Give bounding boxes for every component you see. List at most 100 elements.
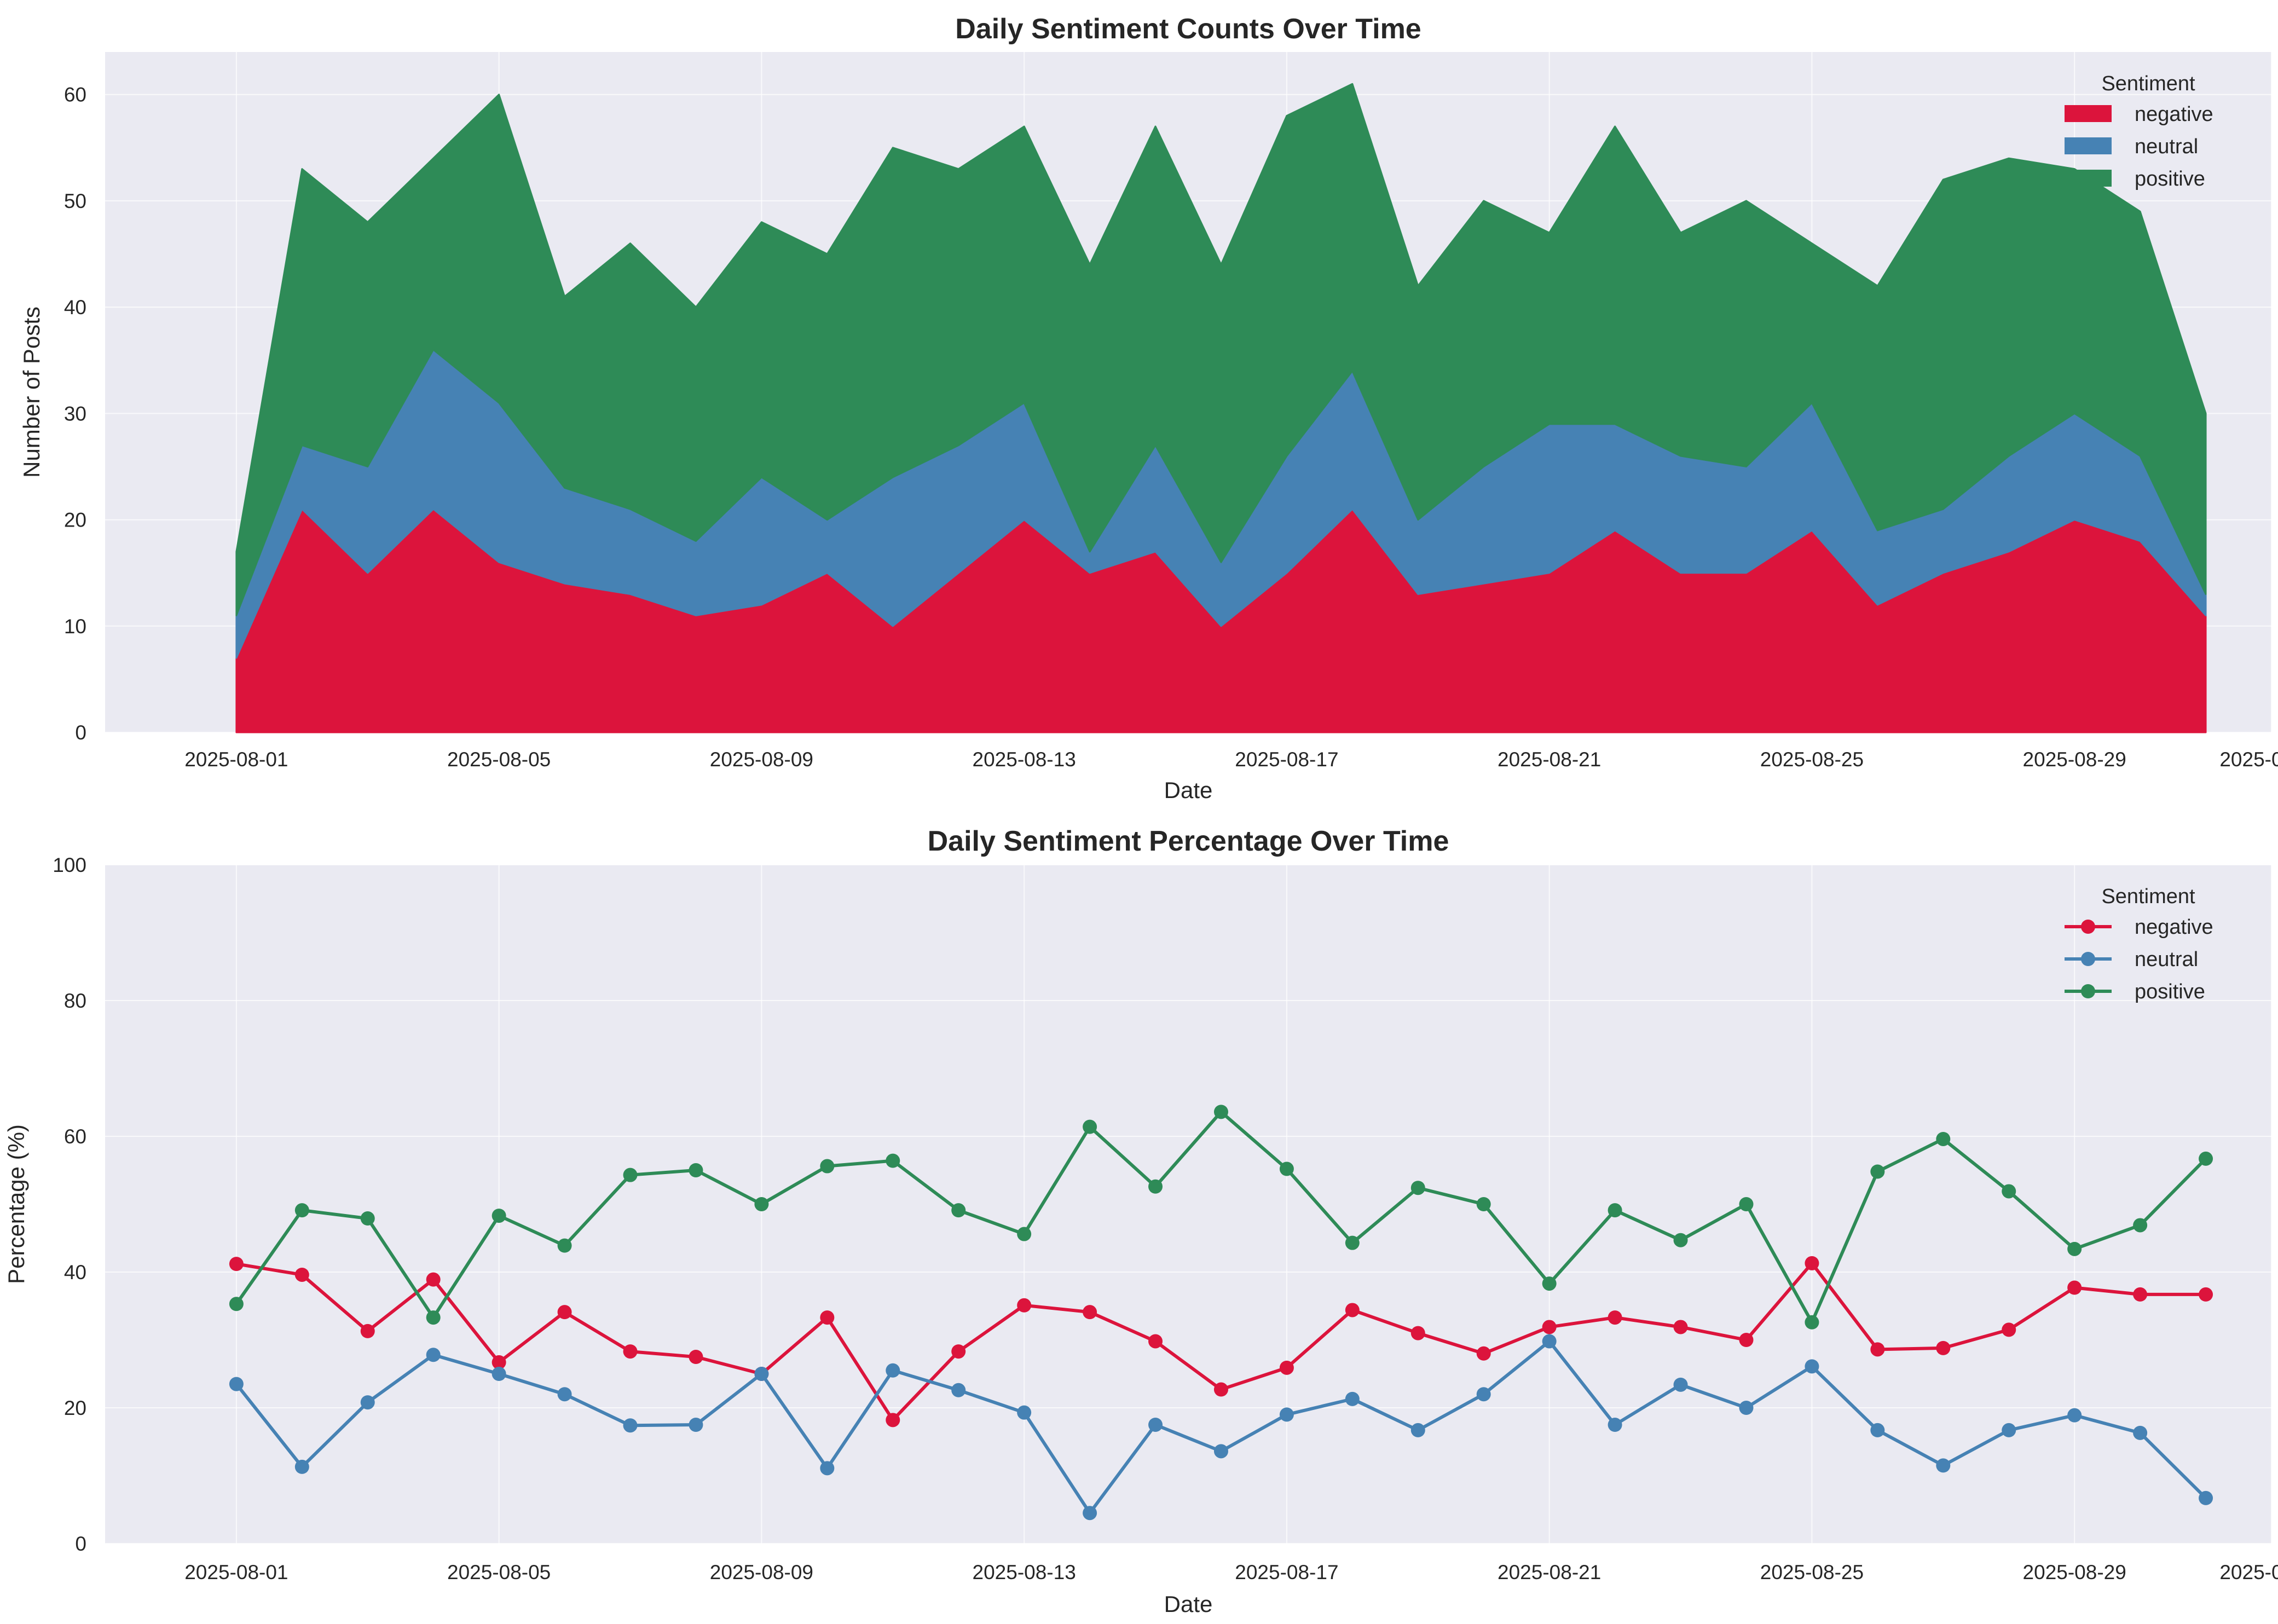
x-tick-label: 2025-08-25 (1760, 748, 1864, 771)
point-negative (492, 1355, 506, 1369)
point-negative (623, 1344, 638, 1359)
point-positive (820, 1159, 835, 1174)
legend-label-positive: positive (2135, 980, 2205, 1003)
point-neutral (229, 1377, 244, 1391)
point-neutral (951, 1383, 966, 1397)
point-neutral (623, 1418, 638, 1433)
x-axis-label: Date (1164, 1591, 1213, 1617)
x-tick-label: 2025-08-17 (1235, 748, 1338, 771)
point-positive (1148, 1179, 1163, 1194)
point-negative (1542, 1320, 1557, 1334)
point-negative (1476, 1346, 1491, 1361)
y-tick-label: 20 (64, 509, 86, 531)
point-positive (229, 1297, 244, 1311)
point-neutral (557, 1387, 572, 1402)
y-tick-label: 40 (64, 296, 86, 319)
legend: Sentiment negative neutral positive (2065, 72, 2213, 190)
point-neutral (1542, 1334, 1557, 1349)
y-tick-label: 10 (64, 615, 86, 638)
point-positive (886, 1153, 900, 1168)
point-negative (2067, 1280, 2082, 1295)
point-negative (360, 1324, 375, 1338)
point-neutral (492, 1367, 506, 1381)
y-tick-label: 20 (64, 1397, 86, 1419)
x-tick-label: 2025-08-21 (1498, 1561, 1601, 1583)
point-positive (426, 1310, 441, 1325)
y-tick-label: 80 (64, 990, 86, 1012)
legend-label-neutral: neutral (2135, 135, 2198, 158)
point-negative (2133, 1287, 2148, 1302)
point-positive (1936, 1131, 1951, 1146)
point-neutral (1410, 1423, 1425, 1437)
legend-marker-neutral (2081, 952, 2095, 966)
point-neutral (426, 1348, 441, 1362)
x-tick-label: 2025-08-09 (710, 1561, 813, 1583)
legend-title: Sentiment (2101, 885, 2195, 908)
point-positive (1279, 1161, 1294, 1176)
point-negative (1936, 1340, 1951, 1355)
area-positive (235, 83, 2207, 616)
point-positive (1017, 1227, 1032, 1241)
point-neutral (1279, 1407, 1294, 1422)
point-negative (557, 1305, 572, 1320)
x-tick-label: 2025-08-01 (184, 748, 288, 771)
point-negative (820, 1310, 835, 1325)
x-axis-label: Date (1164, 777, 1213, 803)
point-negative (1148, 1334, 1163, 1349)
y-axis-label: Number of Posts (19, 307, 44, 478)
point-neutral (1673, 1377, 1688, 1392)
point-neutral (294, 1459, 309, 1474)
legend-title: Sentiment (2101, 72, 2195, 95)
legend-marker-negative (2081, 920, 2095, 934)
point-negative (294, 1267, 309, 1282)
point-neutral (1608, 1418, 1622, 1432)
point-positive (1410, 1181, 1425, 1195)
point-positive (1608, 1203, 1622, 1218)
y-tick-label: 50 (64, 190, 86, 212)
point-negative (1017, 1298, 1032, 1313)
legend-label-negative: negative (2135, 103, 2213, 126)
point-positive (754, 1197, 769, 1211)
point-neutral (1739, 1401, 1754, 1415)
point-neutral (1017, 1405, 1032, 1420)
point-neutral (1213, 1444, 1228, 1459)
point-neutral (689, 1418, 703, 1432)
point-positive (557, 1238, 572, 1253)
x-tick-label: 2025-08-13 (973, 748, 1076, 771)
y-axis-label: Percentage (%) (3, 1124, 29, 1284)
point-positive (2199, 1151, 2213, 1166)
point-neutral (2133, 1425, 2148, 1440)
point-neutral (2067, 1408, 2082, 1423)
legend: Sentiment negative neutral positive (2065, 885, 2213, 1003)
x-tick-label: 2025-08-21 (1498, 748, 1601, 771)
point-positive (1213, 1105, 1228, 1119)
point-negative (229, 1257, 244, 1272)
point-neutral (1870, 1423, 1885, 1437)
point-positive (1083, 1119, 1097, 1134)
y-tick-label: 30 (64, 402, 86, 425)
point-positive (1673, 1233, 1688, 1247)
point-neutral (886, 1363, 900, 1378)
point-positive (623, 1168, 638, 1182)
x-tick-label: 2025-08-17 (1235, 1561, 1338, 1583)
point-positive (2067, 1241, 2082, 1256)
point-negative (1805, 1256, 1819, 1270)
point-positive (689, 1163, 703, 1177)
legend-swatch-positive (2065, 170, 2112, 187)
x-tick-label: 2025-08-09 (710, 748, 813, 771)
point-neutral (1936, 1458, 1951, 1473)
y-tick-label: 60 (64, 1125, 86, 1148)
point-positive (492, 1209, 506, 1223)
legend-swatch-neutral (2065, 137, 2112, 154)
x-tick-label: 2025-09-01 (2219, 1561, 2278, 1583)
x-tick-label: 2025-08-25 (1760, 1561, 1864, 1583)
point-negative (1673, 1320, 1688, 1334)
series-neutral (229, 1334, 2213, 1521)
point-negative (2002, 1322, 2016, 1337)
legend-label-neutral: neutral (2135, 948, 2198, 971)
plot-area (105, 865, 2271, 1544)
point-neutral (1083, 1506, 1097, 1521)
x-tick-label: 2025-08-05 (447, 748, 551, 771)
point-positive (1870, 1164, 1885, 1179)
point-positive (1542, 1276, 1557, 1291)
